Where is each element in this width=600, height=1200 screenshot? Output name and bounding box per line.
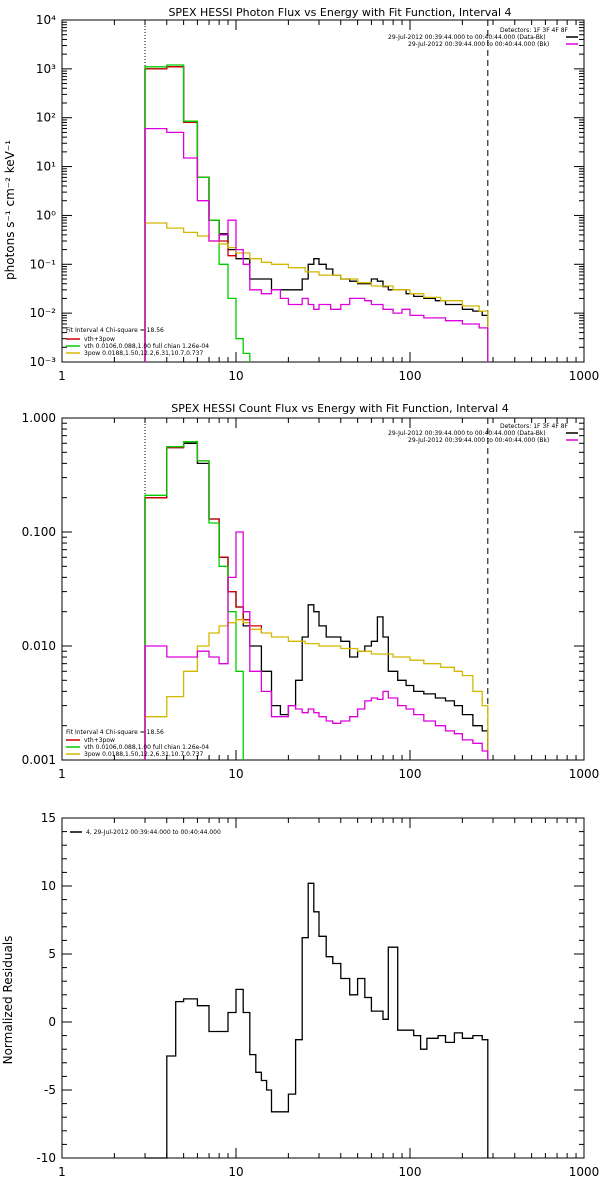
y-tick-label: 0.100 bbox=[22, 525, 56, 539]
series-vth bbox=[144, 64, 251, 362]
x-tick-label: 100 bbox=[399, 767, 422, 781]
legend-top: Detectors: 1F 3F 4F 8F 29-Jul-2012 00:39… bbox=[388, 423, 578, 444]
legend-detectors: Detectors: 1F 3F 4F 8F bbox=[500, 27, 569, 34]
x-tick-label: 10 bbox=[228, 369, 243, 383]
legend-entry-bk: 29-Jul-2012 00:39:44.000 to 00:40:44.000… bbox=[408, 437, 578, 444]
legend-detectors: Detectors: 1F 3F 4F 8F bbox=[500, 423, 569, 430]
y-tick-label: 10⁴ bbox=[36, 13, 56, 27]
series-bk bbox=[144, 531, 489, 760]
x-tick-label: 1 bbox=[58, 767, 66, 781]
series-data-bk bbox=[144, 66, 489, 362]
legend-label-bk: 29-Jul-2012 00:39:44.000 to 00:40:44.000… bbox=[408, 41, 549, 48]
y-tick-label: -5 bbox=[44, 1083, 56, 1097]
legend-label-residual: 4, 29-Jul-2012 00:39:44.000 to 00:40:44.… bbox=[86, 829, 221, 836]
plot-frame bbox=[61, 817, 585, 1159]
y-tick-label: -10 bbox=[36, 1151, 56, 1165]
x-tick-label: 1000 bbox=[569, 1165, 600, 1179]
y-tick-label: 10³ bbox=[36, 62, 56, 76]
legend-fit-interval: Fit Interval 4 Chi-square = 18.56 bbox=[66, 327, 164, 334]
legend-entry-data: 29-Jul-2012 00:39:44.000 to 00:40:44.000… bbox=[388, 34, 578, 41]
y-tick-label: 10⁻² bbox=[30, 306, 57, 320]
chart-residuals: Normalized Residuals 1 10 100 1000 -10 -5 0 5 10… bbox=[1, 811, 599, 1179]
legend-entry-data: 29-Jul-2012 00:39:44.000 to 00:40:44.000… bbox=[388, 430, 578, 437]
x-tick-label: 10 bbox=[228, 1165, 243, 1179]
legend-label-data: 29-Jul-2012 00:39:44.000 to 00:40:44.000… bbox=[388, 34, 546, 41]
legend-label-vth: vth 0.0106,0.088,1.00 full chian 1.26e-0… bbox=[84, 744, 209, 751]
chart-count-flux: SPEX HESSI Count Flux vs Energy with Fit… bbox=[22, 402, 600, 781]
x-tick-label: 100 bbox=[399, 1165, 422, 1179]
chart-title: SPEX HESSI Count Flux vs Energy with Fit… bbox=[171, 402, 508, 415]
legend-label-data: 29-Jul-2012 00:39:44.000 to 00:40:44.000… bbox=[388, 430, 546, 437]
y-tick-label: 15 bbox=[41, 811, 56, 825]
legend-top: 4, 29-Jul-2012 00:39:44.000 to 00:40:44.… bbox=[70, 829, 221, 836]
legend-label-3pow: 3pow 0.0188,1.50,12.2,6.31,10.7,0.737 bbox=[84, 350, 203, 357]
y-tick-label: 10⁰ bbox=[36, 208, 56, 222]
y-tick-label: 10⁻¹ bbox=[30, 257, 57, 271]
series-residual bbox=[145, 882, 489, 1159]
y-tick-label: 10⁻³ bbox=[30, 355, 57, 369]
legend-top: Detectors: 1F 3F 4F 8F 29-Jul-2012 00:39… bbox=[388, 27, 578, 48]
legend-label-3pow: 3pow 0.0188,1.50,12.2,6.31,10.7,0.737 bbox=[84, 751, 203, 758]
series-3pow bbox=[144, 619, 489, 760]
x-tick-label: 10 bbox=[228, 767, 243, 781]
y-tick-label: 0.001 bbox=[22, 753, 56, 767]
legend-bottom: Fit Interval 4 Chi-square = 18.56 vth+3p… bbox=[66, 729, 209, 758]
legend-label-vth: vth 0.0106,0.088,1.00 full chian 1.26e-0… bbox=[84, 343, 209, 350]
plot-frame bbox=[61, 19, 585, 363]
series-vth-3pow bbox=[144, 441, 263, 760]
y-tick-label: 5 bbox=[48, 947, 56, 961]
chart-title: SPEX HESSI Photon Flux vs Energy with Fi… bbox=[168, 6, 511, 19]
legend-entry-bk: 29-Jul-2012 00:39:44.000 to 00:40:44.000… bbox=[408, 41, 578, 48]
x-tick-label: 1000 bbox=[569, 767, 600, 781]
y-axis-label: photons s⁻¹ cm⁻² keV⁻¹ bbox=[3, 140, 17, 280]
plot-frame bbox=[61, 417, 585, 761]
legend-fit-interval: Fit Interval 4 Chi-square = 18.56 bbox=[66, 729, 164, 736]
legend-bottom: Fit Interval 4 Chi-square = 18.56 vth+3p… bbox=[66, 327, 209, 357]
chart-photon-flux: SPEX HESSI Photon Flux vs Energy with Fi… bbox=[3, 6, 599, 383]
legend-label-bk: 29-Jul-2012 00:39:44.000 to 00:40:44.000… bbox=[408, 437, 549, 444]
series-3pow bbox=[144, 222, 489, 362]
series-vth-3pow bbox=[144, 66, 237, 362]
x-tick-label: 100 bbox=[399, 369, 422, 383]
x-tick-label: 1 bbox=[58, 369, 66, 383]
y-tick-label: 0.010 bbox=[22, 639, 56, 653]
y-tick-label: 0 bbox=[48, 1015, 56, 1029]
y-tick-label: 10¹ bbox=[36, 160, 56, 174]
legend-label-vth3pow: vth+3pow bbox=[84, 336, 115, 343]
y-axis-label: Normalized Residuals bbox=[1, 936, 15, 1065]
y-tick-label: 10 bbox=[41, 879, 56, 893]
y-tick-label: 10² bbox=[36, 111, 56, 125]
x-tick-label: 1 bbox=[58, 1165, 66, 1179]
series-bk bbox=[144, 127, 489, 362]
x-tick-label: 1000 bbox=[569, 369, 600, 383]
y-tick-label: 1.000 bbox=[22, 411, 56, 425]
legend-label-vth3pow: vth+3pow bbox=[84, 737, 115, 744]
